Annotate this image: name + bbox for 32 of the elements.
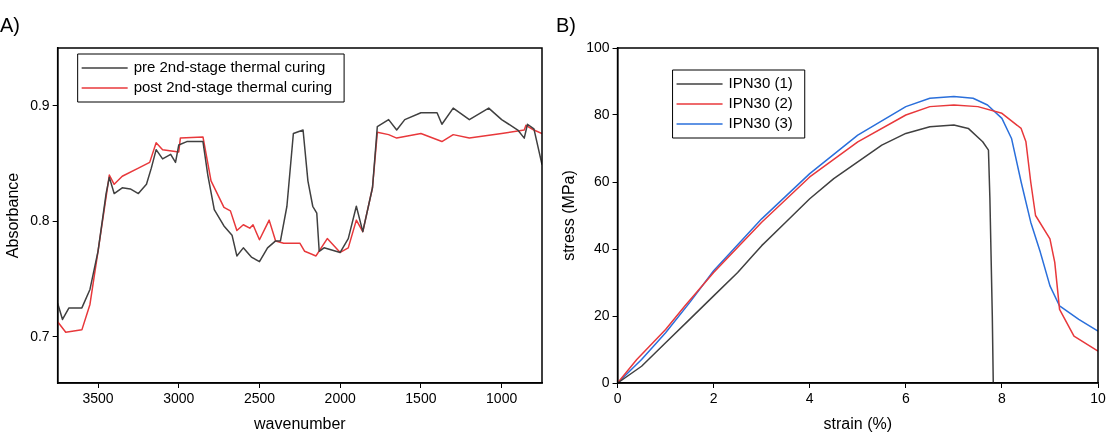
y-tick-label: 0.8 <box>30 212 50 229</box>
x-tick-label: 2500 <box>243 390 276 407</box>
legend-label: IPN30 (1) <box>728 74 793 92</box>
x-tick-label: 1500 <box>405 390 437 407</box>
x-tick-label: 1000 <box>486 390 518 407</box>
legend-label: pre 2nd-stage thermal curing <box>133 58 326 76</box>
x-tick-label: 4 <box>805 390 814 407</box>
y-tick-label: 60 <box>593 172 610 189</box>
x-tick-label: 0 <box>613 390 622 407</box>
x-tick-label: 2 <box>709 390 718 407</box>
y-tick-label: 20 <box>593 306 610 323</box>
x-axis-title: wavenumber <box>253 414 347 432</box>
x-tick-label: 3000 <box>163 390 195 407</box>
legend-label: IPN30 (2) <box>728 94 793 112</box>
y-tick-label: 0 <box>601 373 610 390</box>
x-axis-title: strain (%) <box>823 414 893 432</box>
y-axis-title: stress (MPa) <box>560 170 578 261</box>
x-tick-label: 3500 <box>82 390 114 407</box>
y-tick-label: 100 <box>586 38 610 55</box>
chart-title: B) <box>556 13 576 36</box>
y-tick-label: 0.9 <box>30 96 50 113</box>
x-tick-label: 8 <box>998 390 1007 407</box>
y-tick-label: 0.7 <box>30 327 50 344</box>
y-tick-label: 40 <box>593 239 610 256</box>
chart-title: A) <box>0 13 20 36</box>
x-tick-label: 6 <box>901 390 910 407</box>
x-tick-label: 10 <box>1090 390 1106 407</box>
legend-label: post 2nd-stage thermal curing <box>133 78 333 96</box>
legend-label: IPN30 (3) <box>728 114 793 132</box>
y-axis-title: Absorbance <box>4 172 22 259</box>
x-tick-label: 2000 <box>324 390 356 407</box>
y-tick-label: 80 <box>593 105 610 122</box>
